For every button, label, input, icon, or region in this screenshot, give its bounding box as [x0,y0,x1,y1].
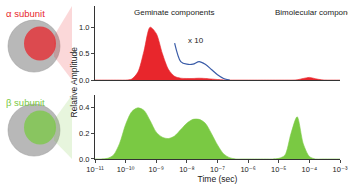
svg-text:0.5: 0.5 [79,49,89,58]
svg-text:10⁻¹¹: 10⁻¹¹ [86,165,104,174]
svg-text:Time (sec): Time (sec) [198,174,238,184]
svg-text:β subunit: β subunit [6,97,45,108]
svg-text:10⁻⁶: 10⁻⁶ [240,165,255,174]
svg-text:Bimolecular components: Bimolecular components [275,8,348,17]
svg-text:10⁻¹⁰: 10⁻¹⁰ [117,165,135,174]
svg-text:10⁻⁵: 10⁻⁵ [271,165,286,174]
svg-text:0.0: 0.0 [79,155,89,164]
svg-text:0.4: 0.4 [79,103,89,112]
svg-text:x 10: x 10 [188,36,204,45]
svg-text:0.2: 0.2 [79,129,89,138]
svg-text:0.0: 0.0 [79,76,89,85]
svg-text:10⁻⁷: 10⁻⁷ [210,165,225,174]
svg-text:Relative Amplitude: Relative Amplitude [69,47,79,118]
svg-text:Geminate components: Geminate components [134,8,215,17]
svg-text:α subunit: α subunit [6,8,45,19]
svg-text:10⁻⁹: 10⁻⁹ [148,165,164,174]
svg-text:10⁻⁴: 10⁻⁴ [302,165,318,174]
svg-text:10⁻⁸: 10⁻⁸ [179,165,194,174]
svg-text:10⁻³: 10⁻³ [333,165,348,174]
svg-text:1.0: 1.0 [79,23,89,32]
